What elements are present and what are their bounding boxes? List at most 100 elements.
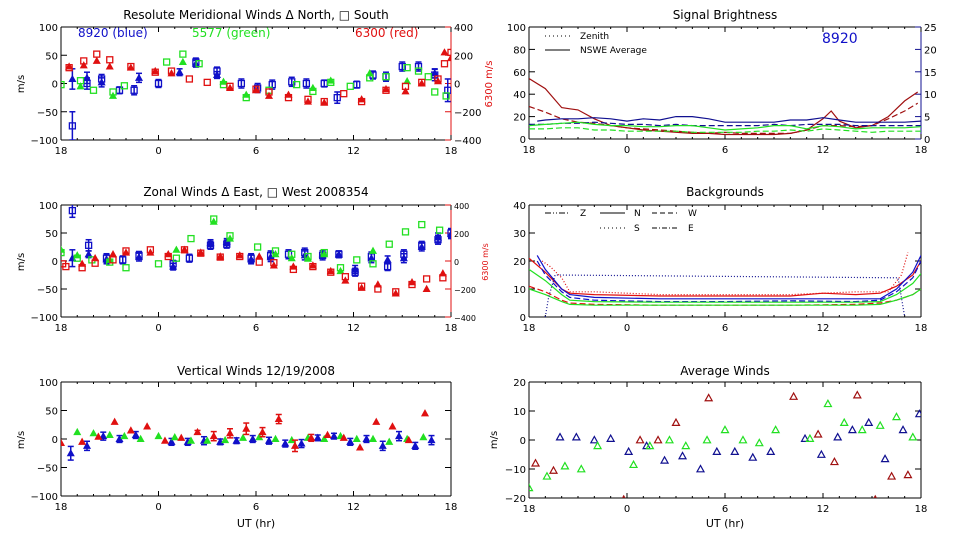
- annotation-5577-green: 5577 (green): [192, 26, 270, 40]
- meridional-point-square: [106, 56, 114, 64]
- meridional-point-square: [398, 62, 406, 71]
- zonal-point-triangle: [383, 255, 392, 263]
- meridional-point-square: [93, 50, 101, 58]
- panel-vertical: Vertical Winds 12/19/2008 m/s UT (hr) 18…: [16, 364, 457, 530]
- backgrounds-ytick-label: 30: [513, 229, 526, 240]
- vertical-point-triangle: [177, 433, 186, 441]
- vertical-point-triangle: [120, 431, 129, 440]
- zonal-point-square: [418, 220, 426, 229]
- meridional-point-triangle: [326, 76, 335, 84]
- meridional-point-triangle: [303, 97, 313, 105]
- brightness-y2tick-label: 20: [924, 45, 937, 56]
- meridional-point-square: [442, 92, 450, 100]
- zonal-point-square: [401, 228, 410, 236]
- panel-zonal: Zonal Winds Δ East, □ West 2008354 m/s 6…: [16, 185, 490, 334]
- meridional-point-triangle: [212, 70, 222, 79]
- backgrounds-xtick-label: 6: [722, 323, 728, 334]
- zonal-point-triangle: [303, 254, 313, 262]
- meridional-point-triangle: [284, 90, 293, 98]
- meridional-point-triangle: [175, 67, 184, 76]
- zonal-point-triangle: [341, 276, 350, 284]
- zonal-point-square: [422, 275, 431, 283]
- zonal-point-triangle: [433, 233, 443, 241]
- meridional-point-triangle: [242, 90, 251, 98]
- average-point-triangle: [571, 432, 581, 441]
- meridional-point-square: [61, 80, 65, 89]
- zonal-point-square: [385, 240, 393, 248]
- vertical-ytick-label: 50: [45, 407, 58, 418]
- zonal-y2tick-label: 400: [454, 202, 469, 211]
- zonal-point-square: [187, 234, 195, 243]
- average-point-triangle: [664, 435, 674, 444]
- vertical-point-triangle: [404, 435, 413, 444]
- zonal-point-triangle: [367, 253, 376, 262]
- meridional-y2tick-label: −400: [454, 136, 481, 147]
- brightness-ytick-label: 100: [507, 23, 526, 34]
- vertical-point-triangle: [89, 429, 98, 437]
- panel-brightness: Signal Brightness 8920 Zenith NSWE Avera…: [507, 8, 937, 156]
- meridional-point-triangle: [320, 98, 329, 106]
- meridional-point-square: [130, 86, 138, 94]
- average-series-navy: [555, 409, 921, 473]
- average-plot-area: [529, 390, 921, 498]
- zonal-point-square: [253, 243, 262, 251]
- zonal-ylabel: m/s: [16, 253, 27, 271]
- meridional-point-square: [424, 73, 432, 81]
- annotation-8920-blue: 8920 (blue): [78, 26, 148, 40]
- meridional-ytick-label: −100: [31, 136, 58, 147]
- average-point-triangle: [720, 425, 730, 434]
- meridional-point-square: [414, 67, 423, 75]
- zonal-point-square: [447, 229, 451, 237]
- vertical-point-triangle: [307, 433, 316, 441]
- average-point-triangle: [829, 457, 839, 466]
- meridional-point-triangle: [126, 63, 135, 71]
- vertical-point-triangle: [368, 434, 378, 442]
- average-ytick-label: −10: [505, 465, 526, 476]
- vertical-xtick-label: 12: [347, 502, 360, 513]
- meridional-ytick-label: 50: [45, 51, 58, 62]
- backgrounds-line-navy-dotted: [544, 274, 906, 317]
- vertical-point-triangle: [271, 434, 280, 442]
- average-point-triangle: [789, 391, 799, 400]
- zonal-point-square: [122, 264, 130, 272]
- meridional-point-triangle: [68, 74, 77, 82]
- meridional-y2tick-label: 400: [454, 23, 473, 34]
- vertical-point-triangle: [186, 436, 196, 444]
- meridional-point-triangle: [251, 86, 261, 94]
- meridional-point-square: [346, 82, 354, 90]
- meridional-series-blue: [68, 57, 451, 140]
- zonal-ytick-label: −100: [31, 313, 58, 324]
- zonal-point-triangle: [308, 261, 317, 269]
- zonal-point-triangle: [391, 289, 400, 297]
- zonal-point-triangle: [357, 283, 366, 291]
- vertical-point-triangle: [355, 443, 365, 451]
- average-ylabel: m/s: [489, 431, 500, 449]
- brightness-ytick-label: 60: [513, 68, 526, 79]
- meridional-ytick-label: −50: [37, 108, 58, 119]
- average-point-triangle: [823, 399, 833, 408]
- vertical-ytick-label: 0: [52, 435, 58, 446]
- average-point-triangle: [903, 470, 913, 479]
- vertical-point-triangle: [394, 431, 404, 440]
- average-ytick-label: 0: [520, 436, 526, 447]
- zonal-point-triangle: [206, 238, 215, 247]
- meridional-ylabel: m/s: [16, 75, 27, 93]
- average-point-triangle: [593, 441, 603, 450]
- average-point-triangle: [671, 417, 681, 426]
- vertical-point-triangle: [193, 427, 202, 436]
- backgrounds-ytick-label: 20: [513, 257, 526, 268]
- meridional-point-square: [89, 86, 98, 94]
- average-point-triangle: [805, 433, 815, 442]
- meridional-point-triangle: [65, 62, 74, 70]
- meridional-xtick-label: 6: [253, 146, 259, 157]
- zonal-y2tick-label: −400: [454, 314, 476, 323]
- meridional-point-triangle: [446, 53, 451, 62]
- backgrounds-line-green-lower: [529, 288, 921, 306]
- zonal-point-triangle: [78, 259, 87, 267]
- meridional-ytick-label: 0: [52, 80, 58, 91]
- average-xlabel: UT (hr): [706, 517, 744, 530]
- backgrounds-line-red-upper: [529, 257, 921, 297]
- vertical-point-triangle: [313, 433, 322, 441]
- vertical-point-triangle: [203, 436, 212, 444]
